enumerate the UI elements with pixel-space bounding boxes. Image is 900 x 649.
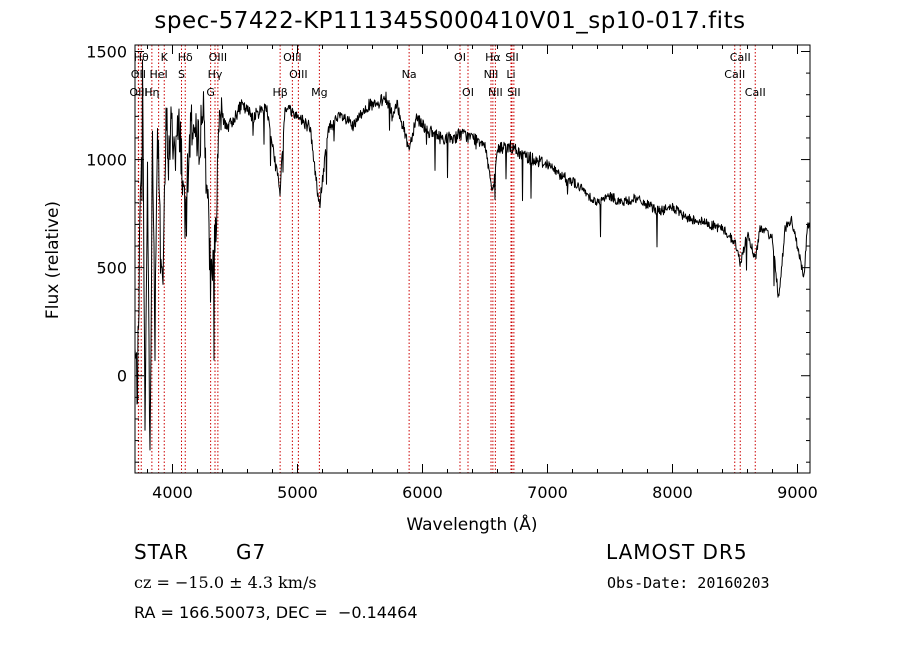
spectral-line-label: SII bbox=[507, 86, 520, 99]
spectral-line-label: OII bbox=[131, 68, 146, 81]
spectral-line-label: G bbox=[206, 86, 215, 99]
spectrum-line bbox=[134, 59, 811, 451]
observation-date: Obs-Date: 20160203 bbox=[607, 574, 770, 592]
y-axis-label: Flux (relative) bbox=[43, 201, 63, 319]
spectral-line-label: CaII bbox=[724, 68, 745, 81]
spectral-line-markers bbox=[137, 45, 756, 473]
spectral-line-label: NII bbox=[488, 86, 503, 99]
spectral-line-label: OIII bbox=[289, 68, 307, 81]
x-tick-label: 8000 bbox=[652, 483, 693, 502]
plot-frame bbox=[134, 44, 811, 474]
spectral-line-label: OIII bbox=[283, 51, 301, 64]
x-tick-label: 4000 bbox=[152, 483, 193, 502]
spectral-line-label: Hβ bbox=[272, 86, 287, 99]
spectral-line-label: Hγ bbox=[208, 68, 223, 81]
y-tick-label: 1500 bbox=[86, 42, 127, 61]
x-axis-label: Wavelength (Å) bbox=[406, 513, 537, 535]
spectral-line-label: OI bbox=[462, 86, 474, 99]
spectral-line-label: CaII bbox=[745, 86, 766, 99]
y-tick-label: 500 bbox=[96, 259, 127, 278]
spectral-line-label: HeI bbox=[149, 68, 167, 81]
spectral-line-label: OIII bbox=[129, 86, 147, 99]
spectral-line-label: Na bbox=[402, 68, 417, 81]
y-tick-label: 0 bbox=[117, 367, 127, 386]
spectral-line-label: Mg bbox=[311, 86, 327, 99]
spectrum-layer bbox=[134, 59, 811, 451]
spectral-line-label: OIII bbox=[209, 51, 227, 64]
spectral-line-label: Hθ bbox=[134, 51, 149, 64]
redshift-info: cz = −15.0 ± 4.3 km/s bbox=[134, 573, 317, 592]
spectral-line-label: CaII bbox=[730, 51, 751, 64]
spectral-line-labels: Hθ K Hδ OIII OIII OI Hα SII CaII OII HeI S Hγ OIII Na N… bbox=[129, 51, 765, 99]
y-axis-ticks: 0 500 1000 1500 bbox=[86, 42, 810, 463]
x-tick-label: 7000 bbox=[527, 483, 568, 502]
chart-title: spec-57422-KP111345S000410V01_sp10-017.f… bbox=[154, 8, 746, 34]
coordinates: RA = 166.50073, DEC = −0.14464 bbox=[134, 603, 418, 622]
spectral-line-label: Li bbox=[506, 68, 515, 81]
spectral-line-label: Hη bbox=[144, 86, 159, 99]
spectral-line-label: NII bbox=[484, 68, 499, 81]
y-tick-label: 1000 bbox=[86, 151, 127, 170]
x-axis-ticks: 4000 5000 6000 7000 8000 9000 bbox=[147, 45, 818, 502]
spectral-line-label: S bbox=[178, 68, 185, 81]
spectral-line-label: Hδ bbox=[178, 51, 193, 64]
spectral-subclass: G7 bbox=[236, 540, 267, 564]
x-tick-label: 9000 bbox=[777, 483, 818, 502]
spectral-line-label: K bbox=[161, 51, 169, 64]
x-tick-label: 6000 bbox=[402, 483, 443, 502]
object-class: STAR bbox=[134, 540, 189, 564]
x-tick-label: 5000 bbox=[277, 483, 318, 502]
spectral-line-label: SII bbox=[505, 51, 518, 64]
survey-name: LAMOST DR5 bbox=[606, 540, 748, 564]
spectral-line-label: Hα bbox=[485, 51, 501, 64]
spectral-line-label: OI bbox=[454, 51, 466, 64]
